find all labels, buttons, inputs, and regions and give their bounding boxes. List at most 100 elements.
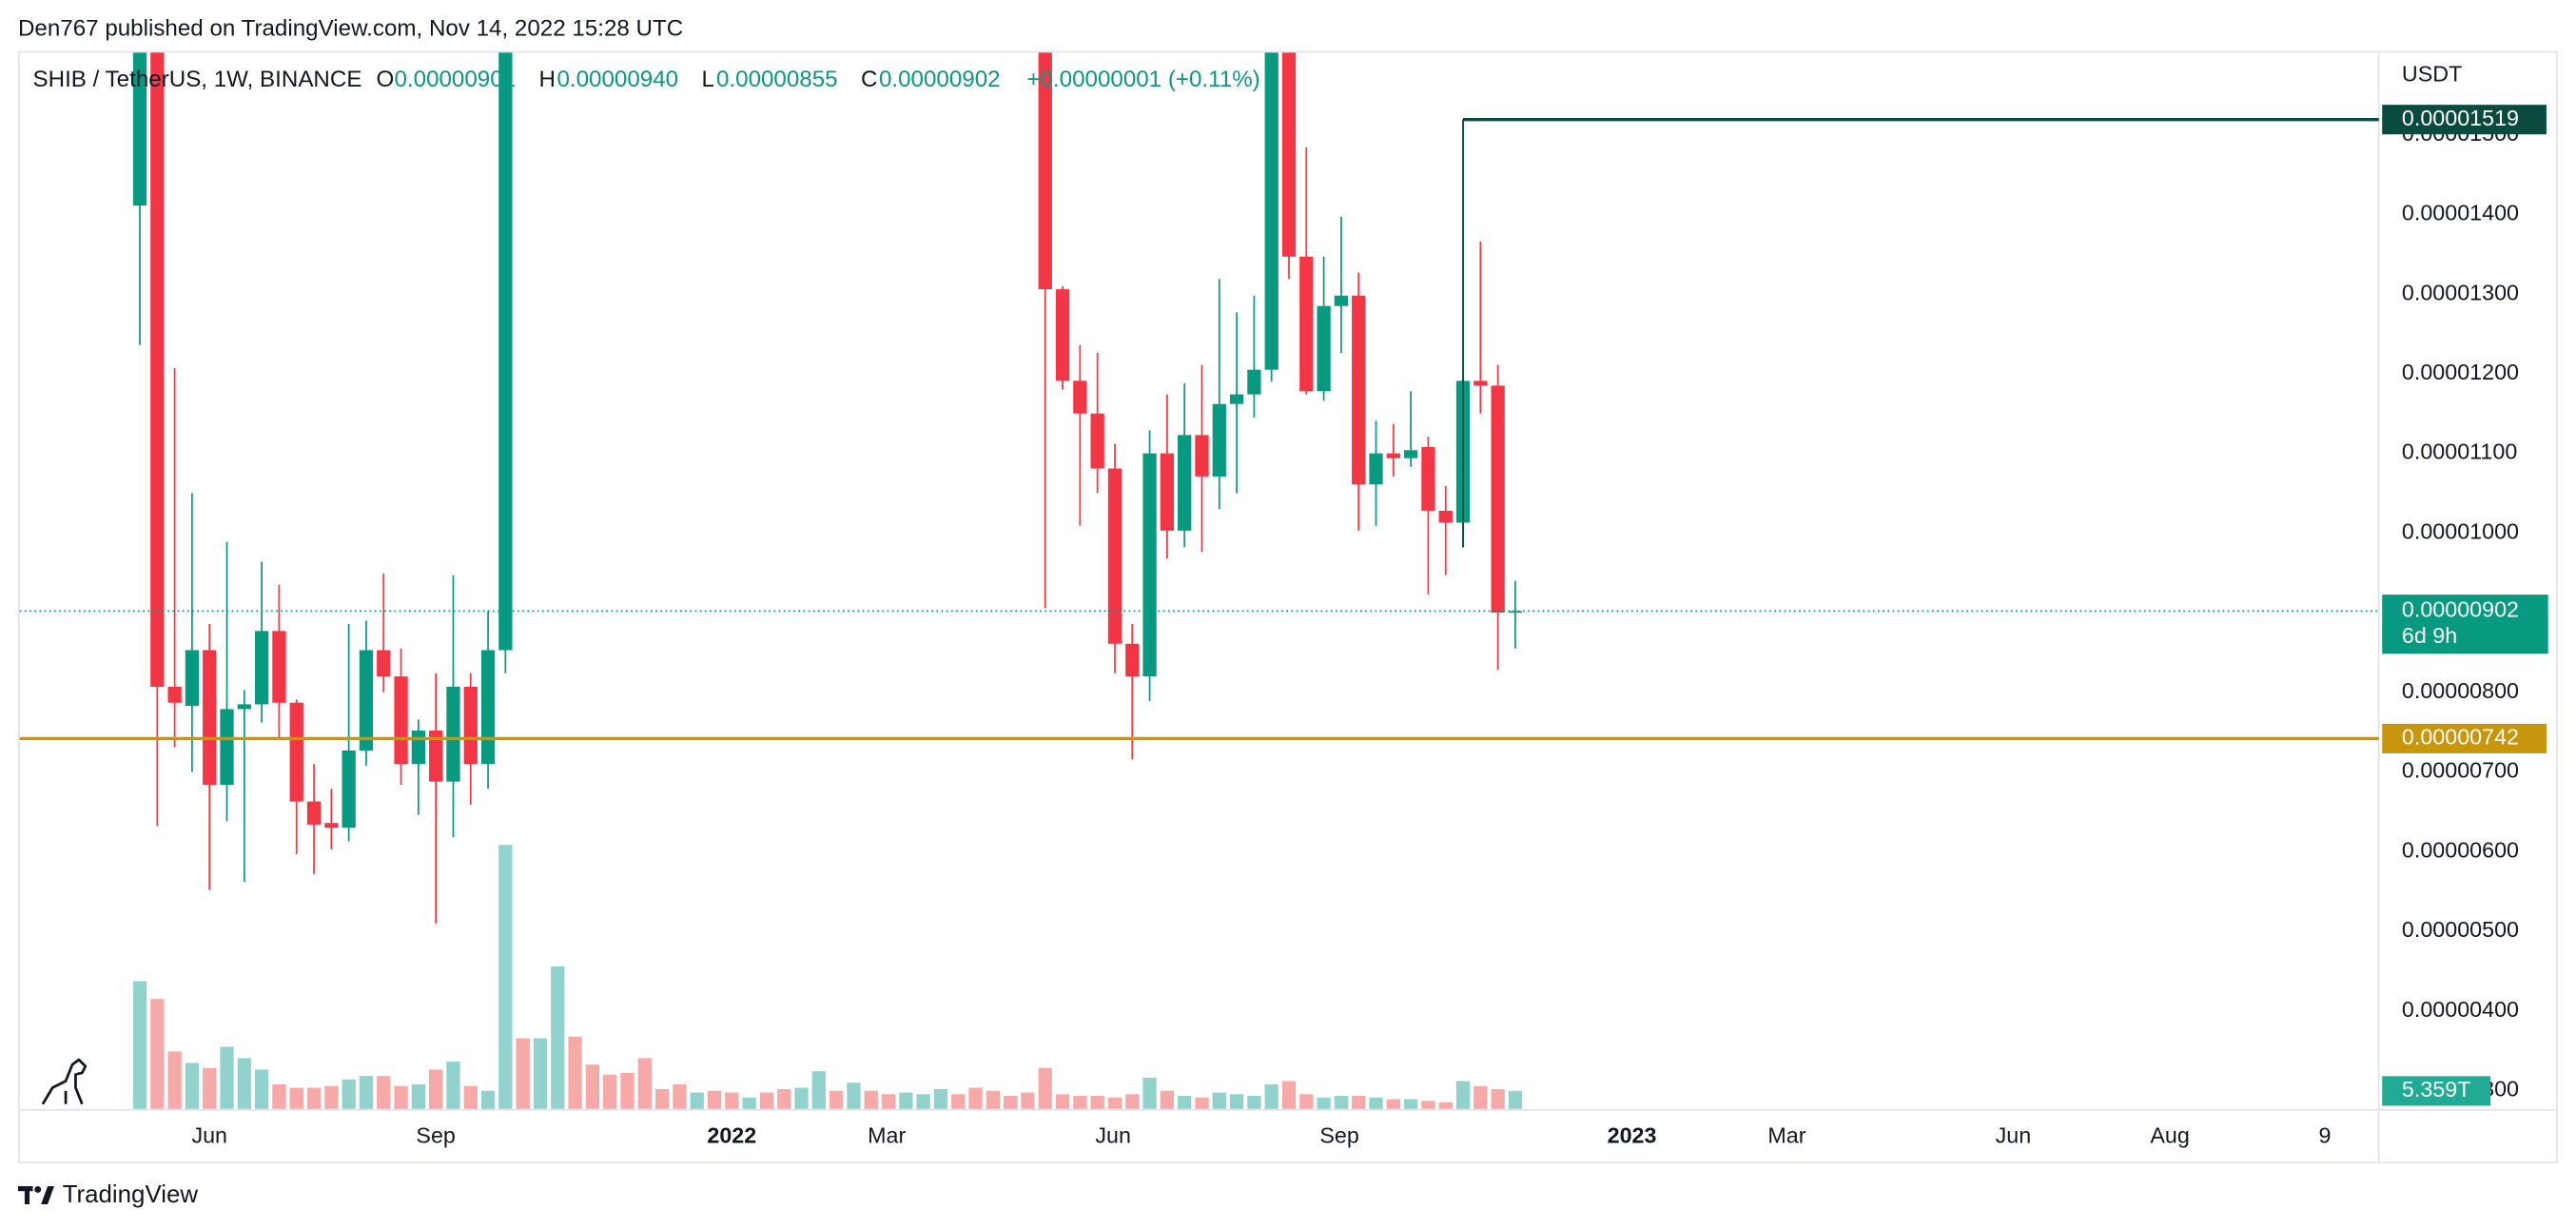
candle-body <box>1247 369 1261 395</box>
candle-body <box>1352 295 1366 485</box>
volume-bar <box>847 1083 861 1109</box>
volume-bar <box>1421 1101 1435 1109</box>
x-tick-label: Jun <box>1996 1122 2032 1147</box>
candle-body <box>1178 435 1192 531</box>
volume-bar <box>725 1092 739 1109</box>
legend-key: C <box>861 67 877 92</box>
volume-bar <box>777 1088 791 1109</box>
candle-body <box>324 823 339 829</box>
x-tick-label: Jun <box>1095 1122 1131 1147</box>
volume-bar <box>951 1094 966 1109</box>
volume-bar <box>1178 1096 1192 1109</box>
x-tick-label: Jun <box>191 1122 227 1147</box>
legend-key: L <box>701 67 713 92</box>
volume-bar <box>811 1071 826 1109</box>
volume-bar <box>289 1087 303 1109</box>
candle-body <box>1491 385 1505 614</box>
x-tick-label: 2023 <box>1608 1122 1657 1147</box>
y-tick-label: 0.00000800 <box>2402 678 2519 703</box>
x-tick-label: Mar <box>1767 1122 1805 1147</box>
price-line-label-box <box>2382 723 2547 753</box>
candle-body <box>1125 643 1140 677</box>
candle-body <box>1195 435 1209 477</box>
volume-bar <box>637 1058 652 1109</box>
volume-bar <box>1021 1092 1035 1109</box>
volume-bar <box>829 1090 844 1109</box>
candle-body <box>289 702 303 802</box>
volume-bar <box>864 1090 878 1109</box>
volume-bar <box>1264 1084 1278 1109</box>
volume-bar <box>690 1092 704 1109</box>
volume-bar <box>1455 1081 1471 1109</box>
volume-bar <box>1107 1097 1122 1109</box>
volume-label: 5.359T <box>2402 1077 2471 1102</box>
volume-bar <box>306 1087 322 1109</box>
volume-bar <box>1004 1096 1018 1109</box>
volume-bar <box>446 1061 460 1109</box>
candle-body <box>254 631 269 705</box>
volume-bar <box>1317 1097 1331 1109</box>
volume-bar <box>1038 1067 1052 1109</box>
volume-bar <box>1212 1092 1226 1109</box>
price-line-label-box <box>2382 105 2547 135</box>
volume-bar <box>167 1051 182 1109</box>
candle-body <box>1403 450 1418 458</box>
volume-bar <box>585 1064 600 1109</box>
candle-body <box>1107 468 1122 644</box>
volume-bar <box>254 1069 269 1109</box>
candle-body <box>1038 52 1052 290</box>
candle-body <box>498 52 513 651</box>
volume-bar <box>394 1085 408 1109</box>
volume-bar <box>342 1079 356 1109</box>
candle-body <box>1073 380 1087 414</box>
volume-bar <box>968 1087 983 1109</box>
candle-body <box>272 631 286 703</box>
countdown-label: 6d 9h <box>2402 623 2457 648</box>
candle-body <box>1299 256 1314 392</box>
volume-bar <box>1090 1096 1104 1109</box>
volume-bar <box>1125 1094 1140 1109</box>
volume-bar <box>203 1067 217 1109</box>
volume-bar <box>377 1076 391 1109</box>
volume-bar <box>429 1069 443 1109</box>
candle-body <box>1386 453 1400 458</box>
candle-body <box>463 686 478 765</box>
volume-bar <box>324 1085 339 1109</box>
volume-bar <box>463 1085 478 1109</box>
overlay: SHIB / TetherUS, 1W, BINANCE O 0.0000090… <box>17 62 2462 1208</box>
volume-bar <box>568 1036 582 1109</box>
volume-bar <box>916 1094 930 1109</box>
volume-bar <box>1403 1099 1418 1109</box>
candle-body <box>411 731 425 765</box>
last-price-label: 0.00000902 <box>2402 597 2519 622</box>
y-tick-label: 0.00000700 <box>2402 758 2519 783</box>
publisher-line: Den767 published on TradingView.com, Nov… <box>18 16 683 42</box>
volume-bar <box>1386 1099 1400 1109</box>
volume-bar <box>1438 1102 1453 1109</box>
volume-bar <box>185 1063 200 1109</box>
candle-body <box>1281 52 1297 257</box>
y-tick-label: 0.00001100 <box>2402 439 2517 464</box>
volume-bar <box>603 1074 617 1109</box>
legend-value: 0.00000902 <box>879 67 1001 92</box>
last-price-box <box>2382 595 2548 654</box>
candle-body <box>132 52 147 206</box>
x-tick-label: 9 <box>2319 1122 2332 1147</box>
y-tick-label: 0.00001300 <box>2402 280 2519 304</box>
candle-body <box>1508 611 1523 614</box>
y-tick-label: 0.00000500 <box>2402 917 2519 942</box>
candle-body <box>1055 289 1070 381</box>
volume-bar <box>620 1072 634 1109</box>
x-tick-label: 2022 <box>707 1122 756 1147</box>
volume-bar <box>220 1046 234 1109</box>
legend-key: H <box>538 67 555 92</box>
candle-body <box>342 750 356 829</box>
dino-icon <box>41 1058 88 1105</box>
volume-bar <box>1491 1088 1505 1109</box>
candle-body <box>394 676 408 765</box>
candle-body <box>1160 453 1175 531</box>
candle-body <box>1438 510 1453 523</box>
volume-bar <box>707 1090 722 1109</box>
